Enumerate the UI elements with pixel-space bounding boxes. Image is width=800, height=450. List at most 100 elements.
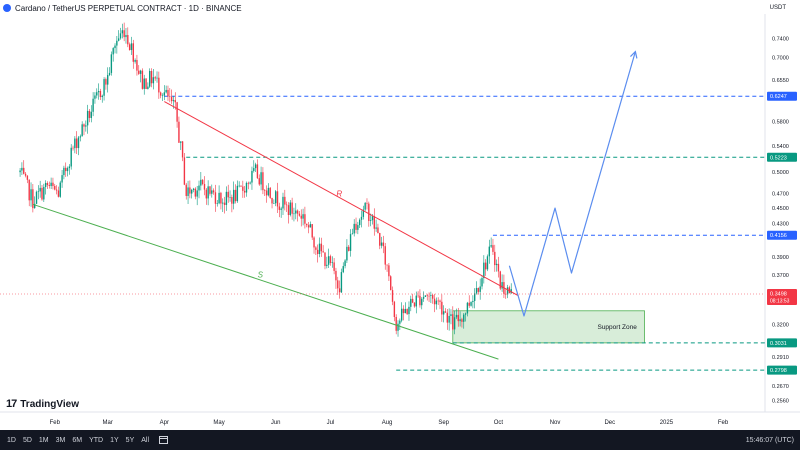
level-price-label: 0.5223 <box>770 155 787 161</box>
candle-body <box>304 214 306 224</box>
candle-body <box>55 189 58 191</box>
candle-body <box>315 247 317 250</box>
level-price-badge <box>767 338 797 348</box>
candle-body <box>333 262 335 271</box>
candle-body <box>351 233 354 235</box>
candle-body <box>81 124 83 137</box>
candle-body <box>452 314 454 330</box>
candle-body <box>486 256 489 270</box>
candle-body <box>77 137 80 149</box>
candle-body <box>296 210 299 214</box>
candle-body <box>428 295 430 297</box>
range-3m-button[interactable]: 3M <box>55 436 66 444</box>
candle-body <box>446 312 449 323</box>
candle-body <box>96 92 98 96</box>
candle-body <box>459 319 461 322</box>
candle-body <box>236 185 239 202</box>
candle-body <box>479 286 481 292</box>
candle-body <box>505 293 507 295</box>
range-5y-button[interactable]: 5Y <box>125 436 135 444</box>
candle-body <box>37 191 40 193</box>
candle-body <box>415 295 417 307</box>
candle-body <box>112 48 114 55</box>
chart-title: Cardano / TetherUS PERPETUAL CONTRACT · … <box>15 3 242 13</box>
candle-body <box>214 192 217 204</box>
candle-body <box>419 295 421 306</box>
candle-body <box>289 202 291 216</box>
candle-body <box>253 168 255 171</box>
candle-body <box>203 184 206 190</box>
candle-body <box>54 185 56 190</box>
price-tick-label: 0.7000 <box>772 55 789 61</box>
candle-body <box>324 252 326 266</box>
candle-body <box>176 102 178 122</box>
candle-body <box>466 302 469 314</box>
candle-body <box>477 287 480 292</box>
utc-clock[interactable]: 15:46:07 (UTC) <box>745 436 794 444</box>
candle-body <box>397 323 399 331</box>
range-1m-button[interactable]: 1M <box>38 436 49 444</box>
candle-body <box>278 206 281 210</box>
candle-body <box>393 301 396 318</box>
time-axis-label: Dec <box>604 420 615 426</box>
time-axis-label: Sep <box>438 420 449 426</box>
candle-body <box>180 141 182 143</box>
candle-body <box>453 317 456 330</box>
candle-body <box>488 246 491 257</box>
candle-body <box>293 213 295 215</box>
candle-body <box>468 302 470 306</box>
candle-body <box>474 293 476 301</box>
candle-body <box>52 182 54 186</box>
level-price-badge <box>767 365 797 375</box>
level-price-badge <box>767 152 797 162</box>
range-1y-button[interactable]: 1Y <box>110 436 119 444</box>
candle-body <box>499 271 501 289</box>
candle-body <box>156 77 158 79</box>
candle-body <box>152 77 155 84</box>
range-1d-button[interactable]: 1D <box>7 436 16 444</box>
candle-body <box>211 190 213 194</box>
candle-body <box>83 124 85 127</box>
candle-body <box>128 44 131 51</box>
candle-body <box>181 141 184 158</box>
candle-body <box>138 70 140 74</box>
range-6m-button[interactable]: 6M <box>72 436 83 444</box>
candle-body <box>249 182 251 184</box>
candle-body <box>501 282 503 289</box>
candle-body <box>364 202 366 210</box>
candle-body <box>280 208 282 210</box>
candle-body <box>251 170 253 183</box>
price-tick-label: 0.5000 <box>772 170 789 176</box>
range-all-button[interactable]: All <box>141 436 150 444</box>
candle-body <box>154 77 156 79</box>
resistance-label: R <box>336 190 342 199</box>
candle-body <box>506 287 509 295</box>
range-ytd-button[interactable]: YTD <box>89 436 104 444</box>
range-5d-button[interactable]: 5D <box>22 436 32 444</box>
candle-body <box>368 203 370 221</box>
time-axis-label: Aug <box>382 420 393 426</box>
candle-body <box>380 242 383 246</box>
tradingview-brand[interactable]: 17 TradingView <box>6 398 79 410</box>
candle-body <box>408 306 410 315</box>
price-tick-label: 0.6550 <box>772 78 789 84</box>
candle-body <box>284 196 286 205</box>
candle-body <box>198 185 200 191</box>
candle-body <box>99 91 102 98</box>
calendar-icon[interactable] <box>159 436 169 444</box>
candle-body <box>85 125 87 127</box>
candle-body <box>472 300 474 303</box>
candle-body <box>183 157 186 185</box>
candle-body <box>243 190 246 193</box>
candle-body <box>74 138 76 149</box>
candle-body <box>271 197 273 204</box>
candle-body <box>318 243 321 255</box>
candle-body <box>386 264 388 266</box>
candle-body <box>163 92 166 96</box>
candle-countdown-label: 08:13:53 <box>770 299 790 305</box>
price-tick-label: 0.5800 <box>772 120 789 126</box>
chart-canvas[interactable]: 0.7400 0.7000 0.6550 0.5800 0.5400 0.5000 0.47… <box>0 0 800 430</box>
currency-label[interactable]: USDT <box>769 5 786 11</box>
candle-body <box>461 319 463 322</box>
